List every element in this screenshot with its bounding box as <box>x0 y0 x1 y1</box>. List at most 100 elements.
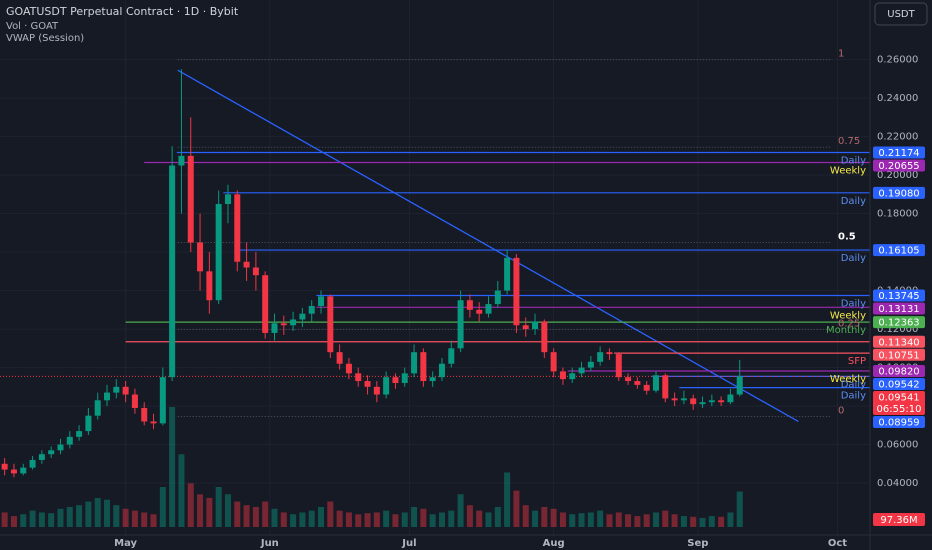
volume-bar <box>141 512 148 527</box>
candle-body <box>150 421 157 424</box>
volume-bar <box>383 510 390 527</box>
candle-body <box>411 352 418 374</box>
volume-bar <box>662 510 669 527</box>
indicator[interactable]: Vol · GOAT <box>6 21 59 32</box>
candle-body <box>57 444 64 451</box>
candle-body <box>215 203 222 301</box>
candle-body <box>48 450 55 455</box>
volume-bar <box>159 487 166 527</box>
volume-bar <box>20 514 27 527</box>
price-tag <box>873 335 925 348</box>
candle-body <box>494 290 501 305</box>
volume-bar <box>224 494 231 527</box>
volume-bar <box>215 487 222 527</box>
fib-label: 0.25 <box>838 318 860 329</box>
volume-bar <box>29 510 36 527</box>
candle-body <box>131 394 138 408</box>
candle-body <box>308 305 315 314</box>
candle-body <box>587 361 594 368</box>
candle-body <box>522 325 529 330</box>
volume-bar <box>131 510 138 527</box>
volume-bar <box>355 514 362 527</box>
candle-body <box>280 323 287 326</box>
volume-bar <box>262 501 269 527</box>
currency-button[interactable] <box>874 2 928 26</box>
fib-label: 0 <box>838 405 844 416</box>
candle-body <box>597 352 604 362</box>
candle-body <box>615 354 622 378</box>
price-tag-label: 0.09820 <box>878 367 919 378</box>
x-tick-label: Jul <box>401 538 416 549</box>
volume-bar <box>252 507 259 527</box>
candle-body <box>66 436 73 445</box>
volume-bar <box>243 505 250 527</box>
volume-bar <box>290 514 297 527</box>
volume-bar <box>113 505 120 527</box>
candle-body <box>504 257 511 291</box>
indicator[interactable]: VWAP (Session) <box>6 33 84 44</box>
volume-bar <box>94 497 101 527</box>
volume-bar <box>578 513 585 527</box>
volume-bar <box>327 501 334 527</box>
volume-bar <box>401 512 408 527</box>
candle-body <box>290 319 297 326</box>
candle-body <box>448 348 455 364</box>
level-label: Daily <box>841 156 866 167</box>
price-tag <box>873 316 925 329</box>
candle-body <box>336 352 343 364</box>
price-tag <box>873 302 925 315</box>
volume-bar <box>541 507 548 527</box>
volume-bar <box>680 516 687 527</box>
candle-body <box>29 459 36 468</box>
candle-body <box>392 377 399 383</box>
volume-bar <box>550 508 557 527</box>
volume-bar <box>438 512 445 527</box>
volume-bar <box>615 512 622 527</box>
volume-bar <box>48 513 55 527</box>
candle-body <box>559 371 566 380</box>
candle-body <box>569 373 576 380</box>
y-tick-label: 0.18000 <box>877 209 918 220</box>
candle-body <box>76 431 83 437</box>
price-tag-label: 0.20655 <box>878 161 919 172</box>
y-tick-label: 0.24000 <box>877 93 918 104</box>
symbol-title[interactable]: GOATUSDT Perpetual Contract · 1D · Bybit <box>6 5 239 18</box>
fib-label: 0.75 <box>838 136 860 147</box>
price-tag-label: 0.16105 <box>878 246 919 257</box>
volume-bar <box>448 510 455 527</box>
volume-bar <box>169 407 176 527</box>
candle-body <box>299 313 306 320</box>
fib-label: 0.5 <box>838 231 856 242</box>
volume-bar <box>690 516 697 527</box>
candle-body <box>578 367 585 374</box>
level-label: Daily <box>841 379 866 390</box>
candle-body <box>206 271 213 301</box>
candle-body <box>541 321 548 353</box>
volume-bar <box>708 516 715 527</box>
candle-body <box>699 402 706 405</box>
candle-body <box>652 375 659 391</box>
volume-bar <box>718 516 725 527</box>
candle-body <box>634 381 641 385</box>
candle-body <box>485 304 492 314</box>
price-tag-label: 0.08959 <box>878 418 919 429</box>
volume-bar <box>420 508 427 527</box>
candle-body <box>187 155 194 243</box>
price-tag <box>873 186 925 199</box>
currency-label[interactable]: USDT <box>887 9 915 20</box>
candle-body <box>466 300 473 310</box>
volume-bar <box>652 512 659 527</box>
volume-bar <box>736 491 743 527</box>
y-tick-label: 0.20000 <box>877 170 918 181</box>
volume-bar <box>104 499 111 527</box>
price-tag <box>873 244 925 257</box>
candle-body <box>141 407 148 422</box>
volume-bar <box>522 505 529 527</box>
y-tick-label: 0.12000 <box>877 324 918 335</box>
level-label: Weekly <box>830 310 866 321</box>
price-tag-label: 0.12363 <box>878 318 919 329</box>
candle-body <box>718 400 725 403</box>
